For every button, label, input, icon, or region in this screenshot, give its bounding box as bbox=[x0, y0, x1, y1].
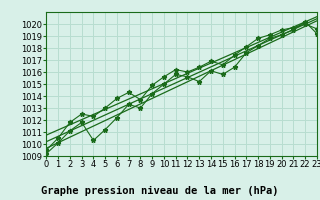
Text: Graphe pression niveau de la mer (hPa): Graphe pression niveau de la mer (hPa) bbox=[41, 186, 279, 196]
